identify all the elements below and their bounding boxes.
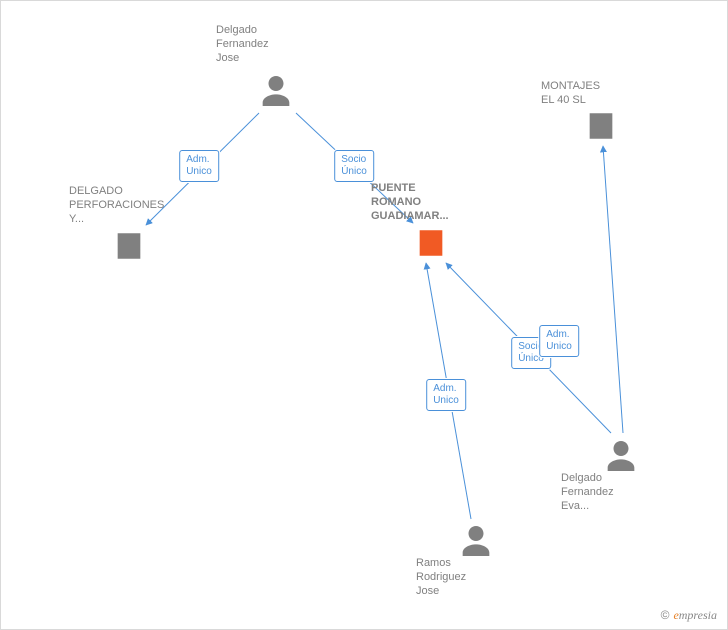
diagram-canvas: Delgado Fernandez Jose DELGADO PERFORACI… (0, 0, 728, 630)
brand-rest: mpresia (679, 608, 717, 622)
building-icon (584, 109, 618, 148)
building-icon (584, 109, 618, 143)
building-icon (112, 229, 146, 263)
edge-label: Socio Único (334, 150, 374, 182)
person-icon (256, 71, 296, 111)
person-icon (256, 71, 296, 116)
node-label: MONTAJES EL 40 SL (541, 79, 661, 107)
edge-line (603, 146, 623, 433)
watermark: ©empresia (661, 608, 717, 623)
edge-label: Adm. Unico (539, 325, 579, 357)
building-icon (414, 226, 448, 260)
person-icon (456, 521, 496, 561)
node-label: Delgado Fernandez Jose (216, 23, 336, 65)
edge-label: Adm. Unico (426, 379, 466, 411)
edge-label: Adm. Unico (179, 150, 219, 182)
building-icon (112, 229, 146, 268)
node-label: PUENTE ROMANO GUADIAMAR... (371, 181, 491, 223)
person-icon (456, 521, 496, 566)
copyright-symbol: © (661, 608, 670, 622)
node-label: DELGADO PERFORACIONES Y... (69, 184, 189, 226)
person-icon (601, 436, 641, 476)
person-icon (601, 436, 641, 481)
building-icon (414, 226, 448, 265)
